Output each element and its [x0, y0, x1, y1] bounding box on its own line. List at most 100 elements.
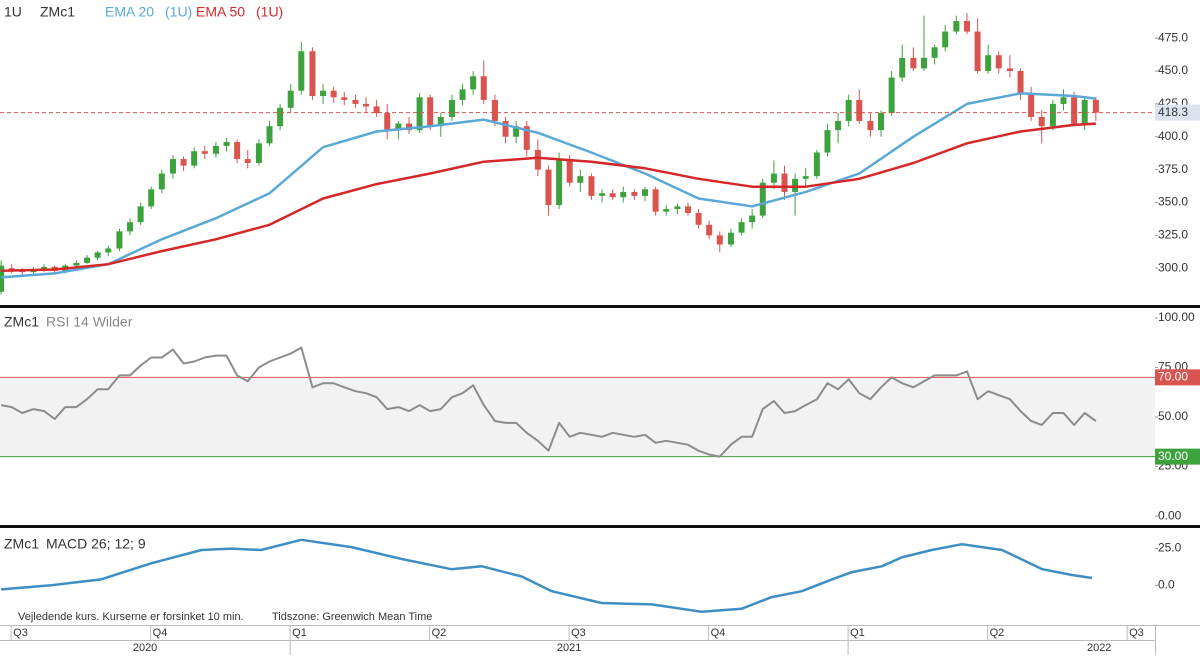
candle-body	[620, 191, 627, 198]
candle-body	[781, 173, 788, 192]
candle-body	[813, 152, 820, 177]
x-tick-label: Q3	[571, 627, 586, 639]
candle-body	[845, 99, 852, 121]
candle-body	[223, 141, 230, 146]
candle-body	[84, 257, 91, 263]
candle-body	[910, 57, 917, 69]
candle-body	[856, 99, 863, 121]
candle-body	[116, 231, 123, 249]
candle-body	[298, 51, 305, 91]
candle-body	[0, 265, 5, 292]
x-tick-label: Q3	[13, 627, 28, 639]
candle-body	[921, 57, 927, 69]
x-tick-label: Q3	[1129, 627, 1144, 639]
candle-body	[566, 159, 573, 183]
candle-body	[330, 90, 337, 98]
candle-body	[201, 151, 208, 154]
y-tick-label: 400.0	[1158, 129, 1188, 143]
candle-body	[770, 173, 777, 183]
indicator-line	[0, 346, 1097, 458]
candle-body	[427, 97, 434, 127]
symbol: ZMc1	[4, 314, 39, 330]
candle-body	[287, 90, 294, 108]
x-tick-label: Q4	[711, 627, 726, 639]
candle-body	[824, 130, 831, 153]
candle-body	[363, 103, 370, 107]
candle-body	[1081, 99, 1088, 124]
legend-label: EMA 50	[196, 4, 245, 20]
legend-interval: (1U)	[256, 4, 283, 20]
candle-body	[416, 97, 423, 131]
candle-body	[1038, 117, 1045, 127]
year-label: 2022	[1087, 642, 1111, 654]
candle-body	[802, 176, 809, 179]
candle-body	[716, 235, 723, 245]
level-badge	[1155, 448, 1200, 465]
candle-body	[180, 159, 187, 166]
candle-body	[942, 31, 949, 48]
candle-body	[459, 89, 466, 100]
candle-body	[341, 97, 348, 100]
candle-body	[437, 117, 444, 127]
candle-body	[995, 55, 1002, 69]
candle-body	[652, 189, 659, 212]
symbol: ZMc1	[4, 536, 39, 552]
candle-body	[320, 90, 327, 96]
candle-body	[1092, 99, 1099, 113]
interval: 1U	[4, 4, 22, 20]
y-tick-label: 350.0	[1158, 195, 1188, 209]
candle-body	[137, 206, 144, 223]
candle-body	[158, 173, 165, 190]
candle-body	[867, 120, 874, 131]
candle-body	[674, 206, 681, 210]
candle-body	[395, 123, 402, 131]
candle-body	[234, 141, 241, 160]
ema-line	[1, 92, 1097, 279]
x-tick-label: Q4	[153, 627, 168, 639]
y-tick-label: 475.0	[1158, 30, 1188, 44]
candle-body	[148, 189, 155, 207]
candle-body	[523, 126, 530, 150]
candle-body	[352, 99, 359, 104]
candle-body	[1060, 97, 1067, 104]
candle-body	[684, 206, 691, 213]
candle-body	[931, 47, 938, 58]
candle-body	[963, 21, 970, 32]
candle-body	[953, 21, 960, 32]
pane-title: MACD 26; 12; 9	[46, 536, 146, 552]
candle-body	[405, 123, 412, 131]
x-tick-label: Q2	[990, 627, 1005, 639]
candle-body	[588, 176, 595, 196]
candle-body	[169, 159, 176, 174]
candle-body	[899, 57, 906, 78]
candle-body	[491, 99, 498, 121]
legend-interval: (1U)	[165, 4, 192, 20]
candle-body	[513, 126, 520, 137]
ema-line	[1, 122, 1096, 273]
y-tick-label: 450.0	[1158, 63, 1188, 77]
x-tick-label: Q1	[292, 627, 307, 639]
candle-body	[534, 149, 541, 170]
candle-body	[502, 120, 509, 137]
candle-body	[73, 262, 80, 266]
candle-body	[663, 209, 670, 212]
candle-body	[105, 248, 112, 253]
candle-body	[749, 215, 756, 223]
pane-separator	[0, 525, 1200, 528]
candle-body	[642, 189, 649, 196]
legend-label: EMA 20	[105, 4, 154, 20]
candle-body	[706, 224, 713, 236]
candle-body	[1028, 94, 1035, 118]
candle-body	[738, 222, 745, 233]
candle-body	[373, 106, 380, 114]
last-price-label: 418.3	[1158, 105, 1188, 119]
candle-body	[191, 151, 198, 166]
candle-body	[384, 113, 391, 131]
candle-body	[577, 176, 584, 183]
timezone: Tidszone: Greenwich Mean Time	[272, 611, 432, 623]
indicator-line	[0, 538, 1093, 614]
candle-body	[974, 31, 981, 71]
candle-body	[545, 169, 552, 206]
last-price-badge	[1155, 104, 1200, 121]
